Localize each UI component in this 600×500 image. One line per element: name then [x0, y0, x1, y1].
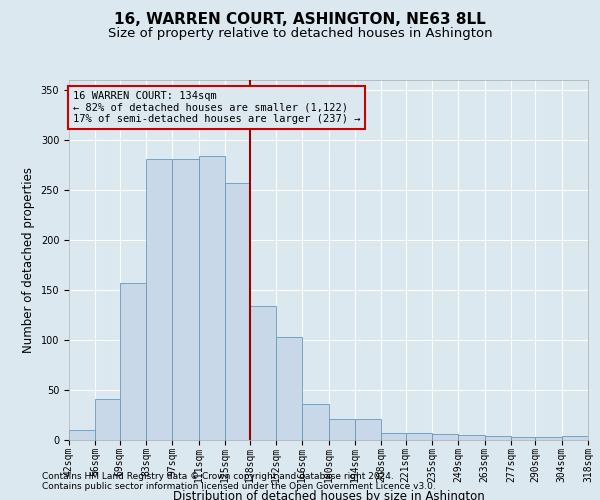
- Text: Size of property relative to detached houses in Ashington: Size of property relative to detached ho…: [107, 28, 493, 40]
- Bar: [199, 156, 225, 440]
- Bar: [302, 404, 329, 440]
- Bar: [406, 433, 432, 440]
- Bar: [250, 306, 276, 440]
- Bar: [535, 437, 562, 440]
- Text: 16 WARREN COURT: 134sqm
← 82% of detached houses are smaller (1,122)
17% of semi: 16 WARREN COURT: 134sqm ← 82% of detache…: [73, 91, 360, 124]
- Bar: [276, 337, 302, 440]
- Bar: [485, 436, 511, 440]
- Bar: [458, 435, 485, 440]
- X-axis label: Distribution of detached houses by size in Ashington: Distribution of detached houses by size …: [173, 490, 484, 500]
- Bar: [120, 283, 146, 440]
- Bar: [381, 433, 406, 440]
- Bar: [355, 419, 381, 440]
- Bar: [329, 419, 355, 440]
- Bar: [562, 436, 588, 440]
- Bar: [146, 159, 172, 440]
- Text: Contains public sector information licensed under the Open Government Licence v3: Contains public sector information licen…: [42, 482, 436, 491]
- Bar: [69, 430, 95, 440]
- Bar: [172, 159, 199, 440]
- Bar: [511, 437, 535, 440]
- Y-axis label: Number of detached properties: Number of detached properties: [22, 167, 35, 353]
- Bar: [95, 399, 120, 440]
- Bar: [432, 434, 458, 440]
- Bar: [225, 183, 250, 440]
- Text: Contains HM Land Registry data © Crown copyright and database right 2024.: Contains HM Land Registry data © Crown c…: [42, 472, 394, 481]
- Text: 16, WARREN COURT, ASHINGTON, NE63 8LL: 16, WARREN COURT, ASHINGTON, NE63 8LL: [114, 12, 486, 28]
